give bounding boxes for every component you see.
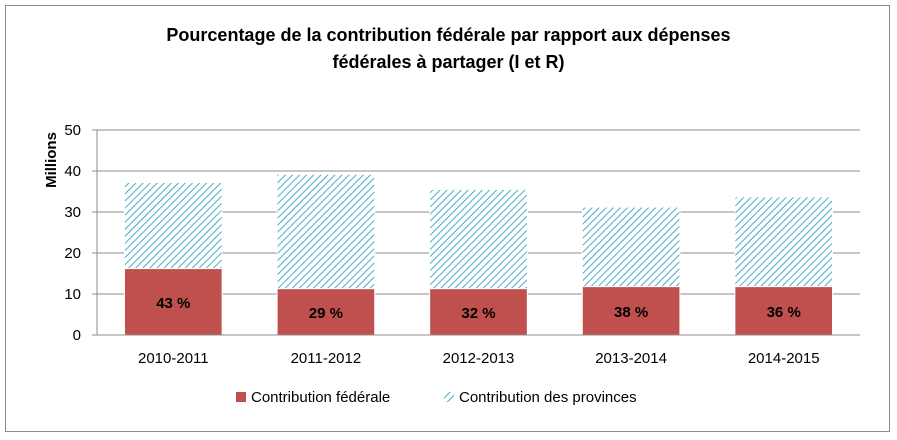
x-tick-label: 2011-2012: [291, 350, 362, 367]
axes: 0 10 20 30 40 50 2010-2011 2011-2012 2012-2013 20…: [64, 122, 860, 367]
y-tick-label: 0: [73, 327, 81, 344]
bar-provinces-2011-2012: [276, 173, 376, 290]
legend: Contribution fédérale Contribution des pr…: [236, 389, 637, 406]
x-tick-label: 2010-2011: [138, 350, 209, 367]
x-tick-label: 2012-2013: [443, 350, 515, 367]
bar-federal-2013-2014: [581, 286, 681, 336]
bar-federal-2014-2015: [734, 286, 834, 336]
legend-label-federal: Contribution fédérale: [251, 389, 390, 406]
y-tick-label: 20: [64, 245, 81, 262]
bar-provinces-2012-2013: [429, 188, 528, 290]
y-tick-label: 40: [64, 163, 81, 180]
bar-label-2014-2015: 36 %: [767, 304, 801, 321]
bar-federal-2010-2011: [123, 268, 223, 336]
bar-provinces-2014-2015: [734, 196, 834, 288]
x-tick-label: 2013-2014: [595, 350, 667, 367]
chart-title: Pourcentage de la contribution fédérale …: [0, 22, 897, 76]
legend-swatch-federal: [236, 392, 246, 402]
x-tick-label: 2014-2015: [748, 350, 820, 367]
y-tick-label: 10: [64, 286, 81, 303]
chart-title-line-1: Pourcentage de la contribution fédérale …: [166, 25, 731, 45]
bar-federal-2011-2012: [276, 288, 376, 336]
bar-provinces-2010-2011: [123, 181, 223, 270]
y-tick-label: 30: [64, 204, 81, 221]
bars: 43 % 29 % 32 % 38 % 36 %: [123, 173, 834, 336]
y-axis-label: Millions: [43, 132, 60, 188]
legend-swatch-provinces: [444, 392, 454, 402]
chart-title-line-2: fédérales à partager (I et R): [332, 52, 565, 72]
bar-label-2010-2011: 43 %: [156, 295, 190, 312]
bar-federal-2012-2013: [429, 288, 528, 336]
bar-provinces-2013-2014: [581, 206, 681, 288]
y-tick-label: 50: [64, 122, 81, 139]
bar-label-2012-2013: 32 %: [461, 305, 495, 322]
legend-label-provinces: Contribution des provinces: [459, 389, 637, 406]
bar-label-2011-2012: 29 %: [309, 305, 343, 322]
bar-label-2013-2014: 38 %: [614, 304, 648, 321]
